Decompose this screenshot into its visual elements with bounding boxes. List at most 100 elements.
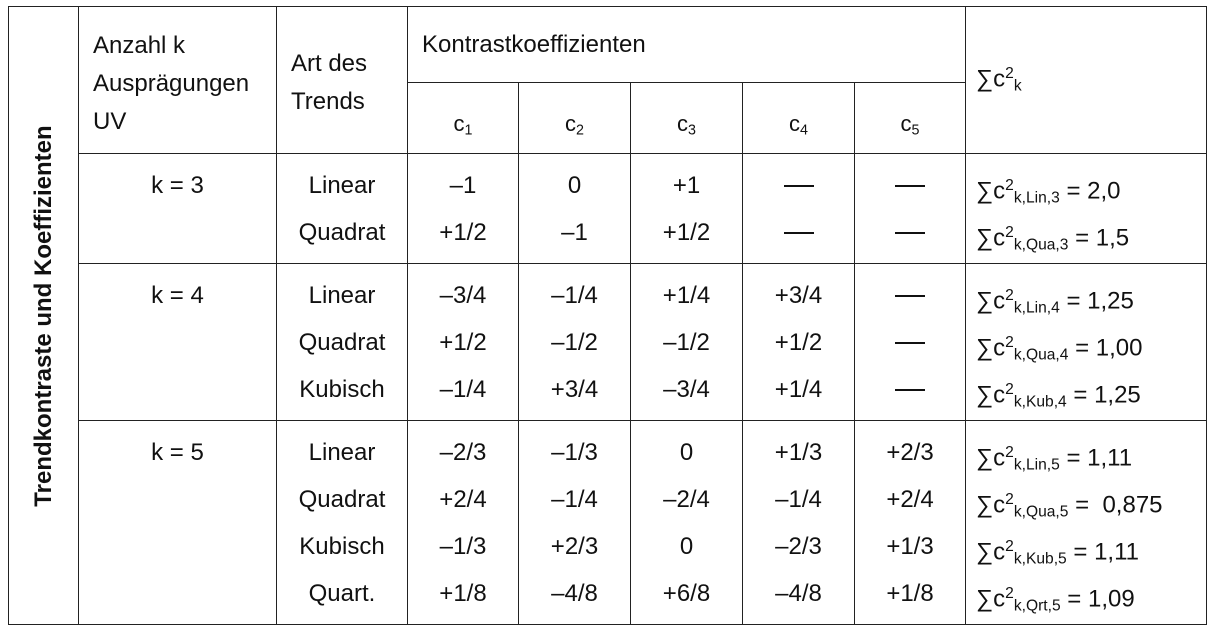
coef-value: –4/8 [551, 580, 598, 607]
sum-sup: 2 [1005, 538, 1014, 555]
sum-sup: 2 [1005, 491, 1014, 508]
sum-sub: k [1013, 77, 1022, 95]
header-trend-line-1: Art des [291, 50, 368, 77]
sum-formula: ∑c2k,Lin,5 = 1,11 [976, 429, 1206, 476]
sum-value: = 1,5 [1068, 224, 1130, 252]
k-label: k = 5 [151, 439, 204, 466]
coef-value: +2/4 [886, 486, 934, 513]
coef-value: +2/3 [886, 439, 934, 466]
sum-sup: 2 [1005, 64, 1014, 82]
dash-mark [895, 341, 926, 344]
sum-symbol: ∑c [976, 177, 1006, 205]
trend-contrast-table: Trendkontraste und Koeffizienten Anzahl … [8, 6, 1208, 625]
header-k-line-1: Anzahl k [93, 32, 186, 59]
header-trend-type: Art des Trends [276, 6, 408, 154]
coef-c1-cell: –2/3 +2/4 –1/3 +1/8 [407, 420, 519, 625]
coef-c5-cell: ——— [853, 263, 967, 421]
sum-value: = 2,0 [1059, 177, 1121, 205]
sum-formula: ∑c2k,Kub,5 = 1,11 [976, 523, 1206, 570]
sum-formula: ∑c2k,Qua,4 = 1,00 [976, 319, 1206, 366]
sum-formula: ∑c2k,Lin,4 = 1,25 [976, 272, 1206, 319]
sum-formula: ∑c2k,Lin,3 = 2,0 [976, 162, 1206, 209]
dash-mark [783, 184, 814, 187]
sum-value: = 1,25 [1059, 287, 1134, 315]
empty-dash: — [855, 162, 965, 209]
group-row-k3: k = 3LinearQuadrat–1+1/20–1+1+1/2————∑c2… [9, 153, 1208, 264]
coef-value: –1/4 [551, 486, 598, 513]
sum-sub: k,Qua,4 [1013, 346, 1069, 364]
coef-value: –1/2 [551, 329, 598, 356]
coef-c1-cell: –3/4 +1/2 –1/4 [407, 263, 519, 421]
header-k-line-2: Ausprägungen [93, 70, 250, 97]
coef-letter: c [677, 111, 689, 137]
header-c5: c5 [853, 82, 967, 154]
trend-label: Linear [308, 172, 376, 199]
sum-sub: k,Kub,5 [1013, 550, 1067, 568]
sum-sup: 2 [1005, 334, 1014, 351]
coef-value: +1/8 [886, 580, 934, 607]
dash-mark [895, 294, 926, 297]
header-row-1: Trendkontraste und Koeffizienten Anzahl … [8, 6, 1208, 625]
k-label: k = 3 [151, 172, 204, 199]
header-k-line-3: UV [93, 108, 127, 135]
coef-value: –2/4 [663, 486, 710, 513]
header-contrast-coefficients: Kontrastkoeffizienten [406, 6, 967, 83]
coef-c2-cell: –1/4 –1/2 +3/4 [518, 263, 631, 421]
coef-value: –1/3 [551, 439, 598, 466]
coef-index: 1 [464, 122, 473, 139]
empty-dash: — [743, 209, 854, 256]
coef-value: –1 [561, 219, 588, 246]
sum-sub: k,Qua,5 [1013, 503, 1069, 521]
sum-sub: k,Qrt,5 [1013, 597, 1061, 615]
coef-value: +1/3 [886, 533, 934, 560]
coef-value: +2/4 [439, 486, 487, 513]
coef-c4-cell: +1/3 –1/4 –2/3 –4/8 [742, 420, 855, 625]
coef-c3-cell: 0 –2/4 0 +6/8 [630, 420, 743, 625]
sum-sup: 2 [1005, 224, 1014, 241]
sum-sub: k,Qua,3 [1013, 236, 1069, 254]
coef-value: –2/3 [439, 439, 487, 466]
empty-dash: — [855, 209, 965, 256]
sum-value: = 1,11 [1059, 444, 1133, 472]
coef-value: +6/8 [662, 580, 711, 607]
coef-value: –1/4 [551, 282, 598, 309]
header-c1: c1 [407, 82, 519, 154]
coef-value: –4/8 [775, 580, 822, 607]
coef-value: +3/4 [774, 282, 823, 309]
coef-letter: c [565, 111, 577, 137]
coef-c3-cell: +1 +1/2 [630, 153, 743, 264]
empty-dash: — [855, 366, 965, 413]
coef-c3-cell: +1/4 –1/2 –3/4 [630, 263, 743, 421]
coef-value: +2/3 [550, 533, 599, 560]
sum-symbol: ∑c [976, 224, 1006, 252]
coef-value: 0 [679, 439, 694, 466]
side-label-cell: Trendkontraste und Koeffizienten [8, 6, 79, 625]
sum-formula: ∑c2k,Kub,4 = 1,25 [976, 366, 1206, 413]
coef-letter: c [789, 111, 801, 137]
header-row-2: c1 c2 c3 c4 c5 [9, 82, 1207, 154]
sum-sub: k,Kub,4 [1013, 393, 1067, 411]
sum-symbol: ∑c [976, 491, 1006, 519]
sum-value: = 1,25 [1066, 381, 1141, 409]
sum-value: = 1,09 [1060, 585, 1135, 613]
header-c3: c3 [630, 82, 743, 154]
header-c2: c2 [518, 82, 631, 154]
sum-formula: ∑c2k,Qua,3 = 1,5 [976, 209, 1206, 256]
sum-sup: 2 [1005, 381, 1014, 398]
sum-symbol: ∑c [976, 381, 1006, 409]
empty-dash: — [855, 319, 965, 366]
coef-value: +1/2 [439, 219, 487, 246]
coef-c2-cell: –1/3 –1/4 +2/3 –4/8 [518, 420, 631, 625]
header-sum-squares: ∑c2k [965, 6, 1208, 154]
dash-mark [895, 231, 926, 234]
sum-symbol: ∑c [976, 287, 1006, 315]
k-label: k = 4 [151, 282, 204, 309]
trend-label: Quadrat [298, 329, 386, 356]
sum-sup: 2 [1005, 177, 1014, 194]
trend-type-cell: Linear Quadrat Kubisch [276, 263, 408, 421]
dash-mark [895, 184, 926, 187]
coef-c4-cell: —— [742, 153, 855, 264]
coef-index: 4 [800, 122, 808, 139]
header-trend-line-2: Trends [291, 88, 365, 115]
sum-symbol: ∑c [976, 65, 1006, 93]
